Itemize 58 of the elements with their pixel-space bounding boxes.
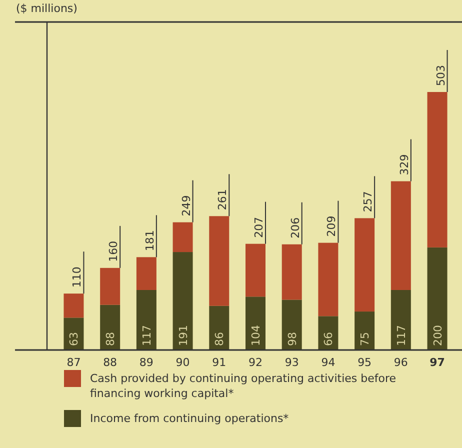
data-label: 104 [250,325,262,346]
total-label: 261 [216,189,230,210]
bar [282,244,302,300]
total-label: 160 [107,240,120,262]
total-label: 206 [288,217,302,238]
bar [246,296,266,350]
x-tick-label: 96 [394,356,408,369]
bar [64,318,84,350]
x-tick-label: 87 [66,356,81,369]
data-label: 191 [176,325,190,346]
bar [172,252,193,350]
data-label: 200 [431,325,444,346]
bar [209,216,230,306]
bar [172,222,193,252]
bar [318,242,338,316]
total-label: 329 [398,154,411,176]
data-label: 63 [68,332,81,346]
legend-label: Income from continuing operations* [90,412,290,425]
bar [354,312,375,350]
total-label: 503 [434,65,448,86]
bar [427,92,448,248]
x-tick-label: 94 [321,356,336,369]
bar [354,218,375,312]
x-tick-label: 88 [103,356,118,369]
legend-label: Cash provided by continuing operating activities before financing working capital* [90,372,396,400]
bar [282,300,302,350]
data-label: 117 [140,325,154,346]
total-label: 207 [252,216,266,238]
bar [246,244,266,297]
total-label: 181 [143,230,156,252]
x-tick-label: 93 [284,356,299,369]
total-label: 110 [70,266,84,288]
x-tick-label: 89 [139,356,154,369]
bar [390,181,411,290]
data-label: 98 [286,332,299,346]
x-tick-label: 95 [358,356,372,369]
bar [136,257,156,290]
x-tick-label: 91 [212,356,226,369]
data-label: 88 [104,332,118,346]
total-label: 249 [180,195,193,216]
bar [318,316,338,350]
bar [64,294,84,318]
bar [209,306,230,350]
data-label: 86 [213,332,226,346]
bar [390,290,411,350]
bar [100,304,120,350]
total-label: 257 [362,191,375,212]
total-label: 209 [325,216,338,237]
x-tick-label: 90 [176,356,190,369]
data-label: 66 [322,332,336,346]
x-tick-label: 92 [248,356,262,369]
bar [427,247,448,350]
bar [100,268,120,305]
bar [136,290,156,350]
x-tick-label: 97 [430,356,445,369]
data-label: 117 [394,325,408,346]
data-label: 75 [358,332,372,346]
chart-title: ($ millions) [16,2,78,15]
